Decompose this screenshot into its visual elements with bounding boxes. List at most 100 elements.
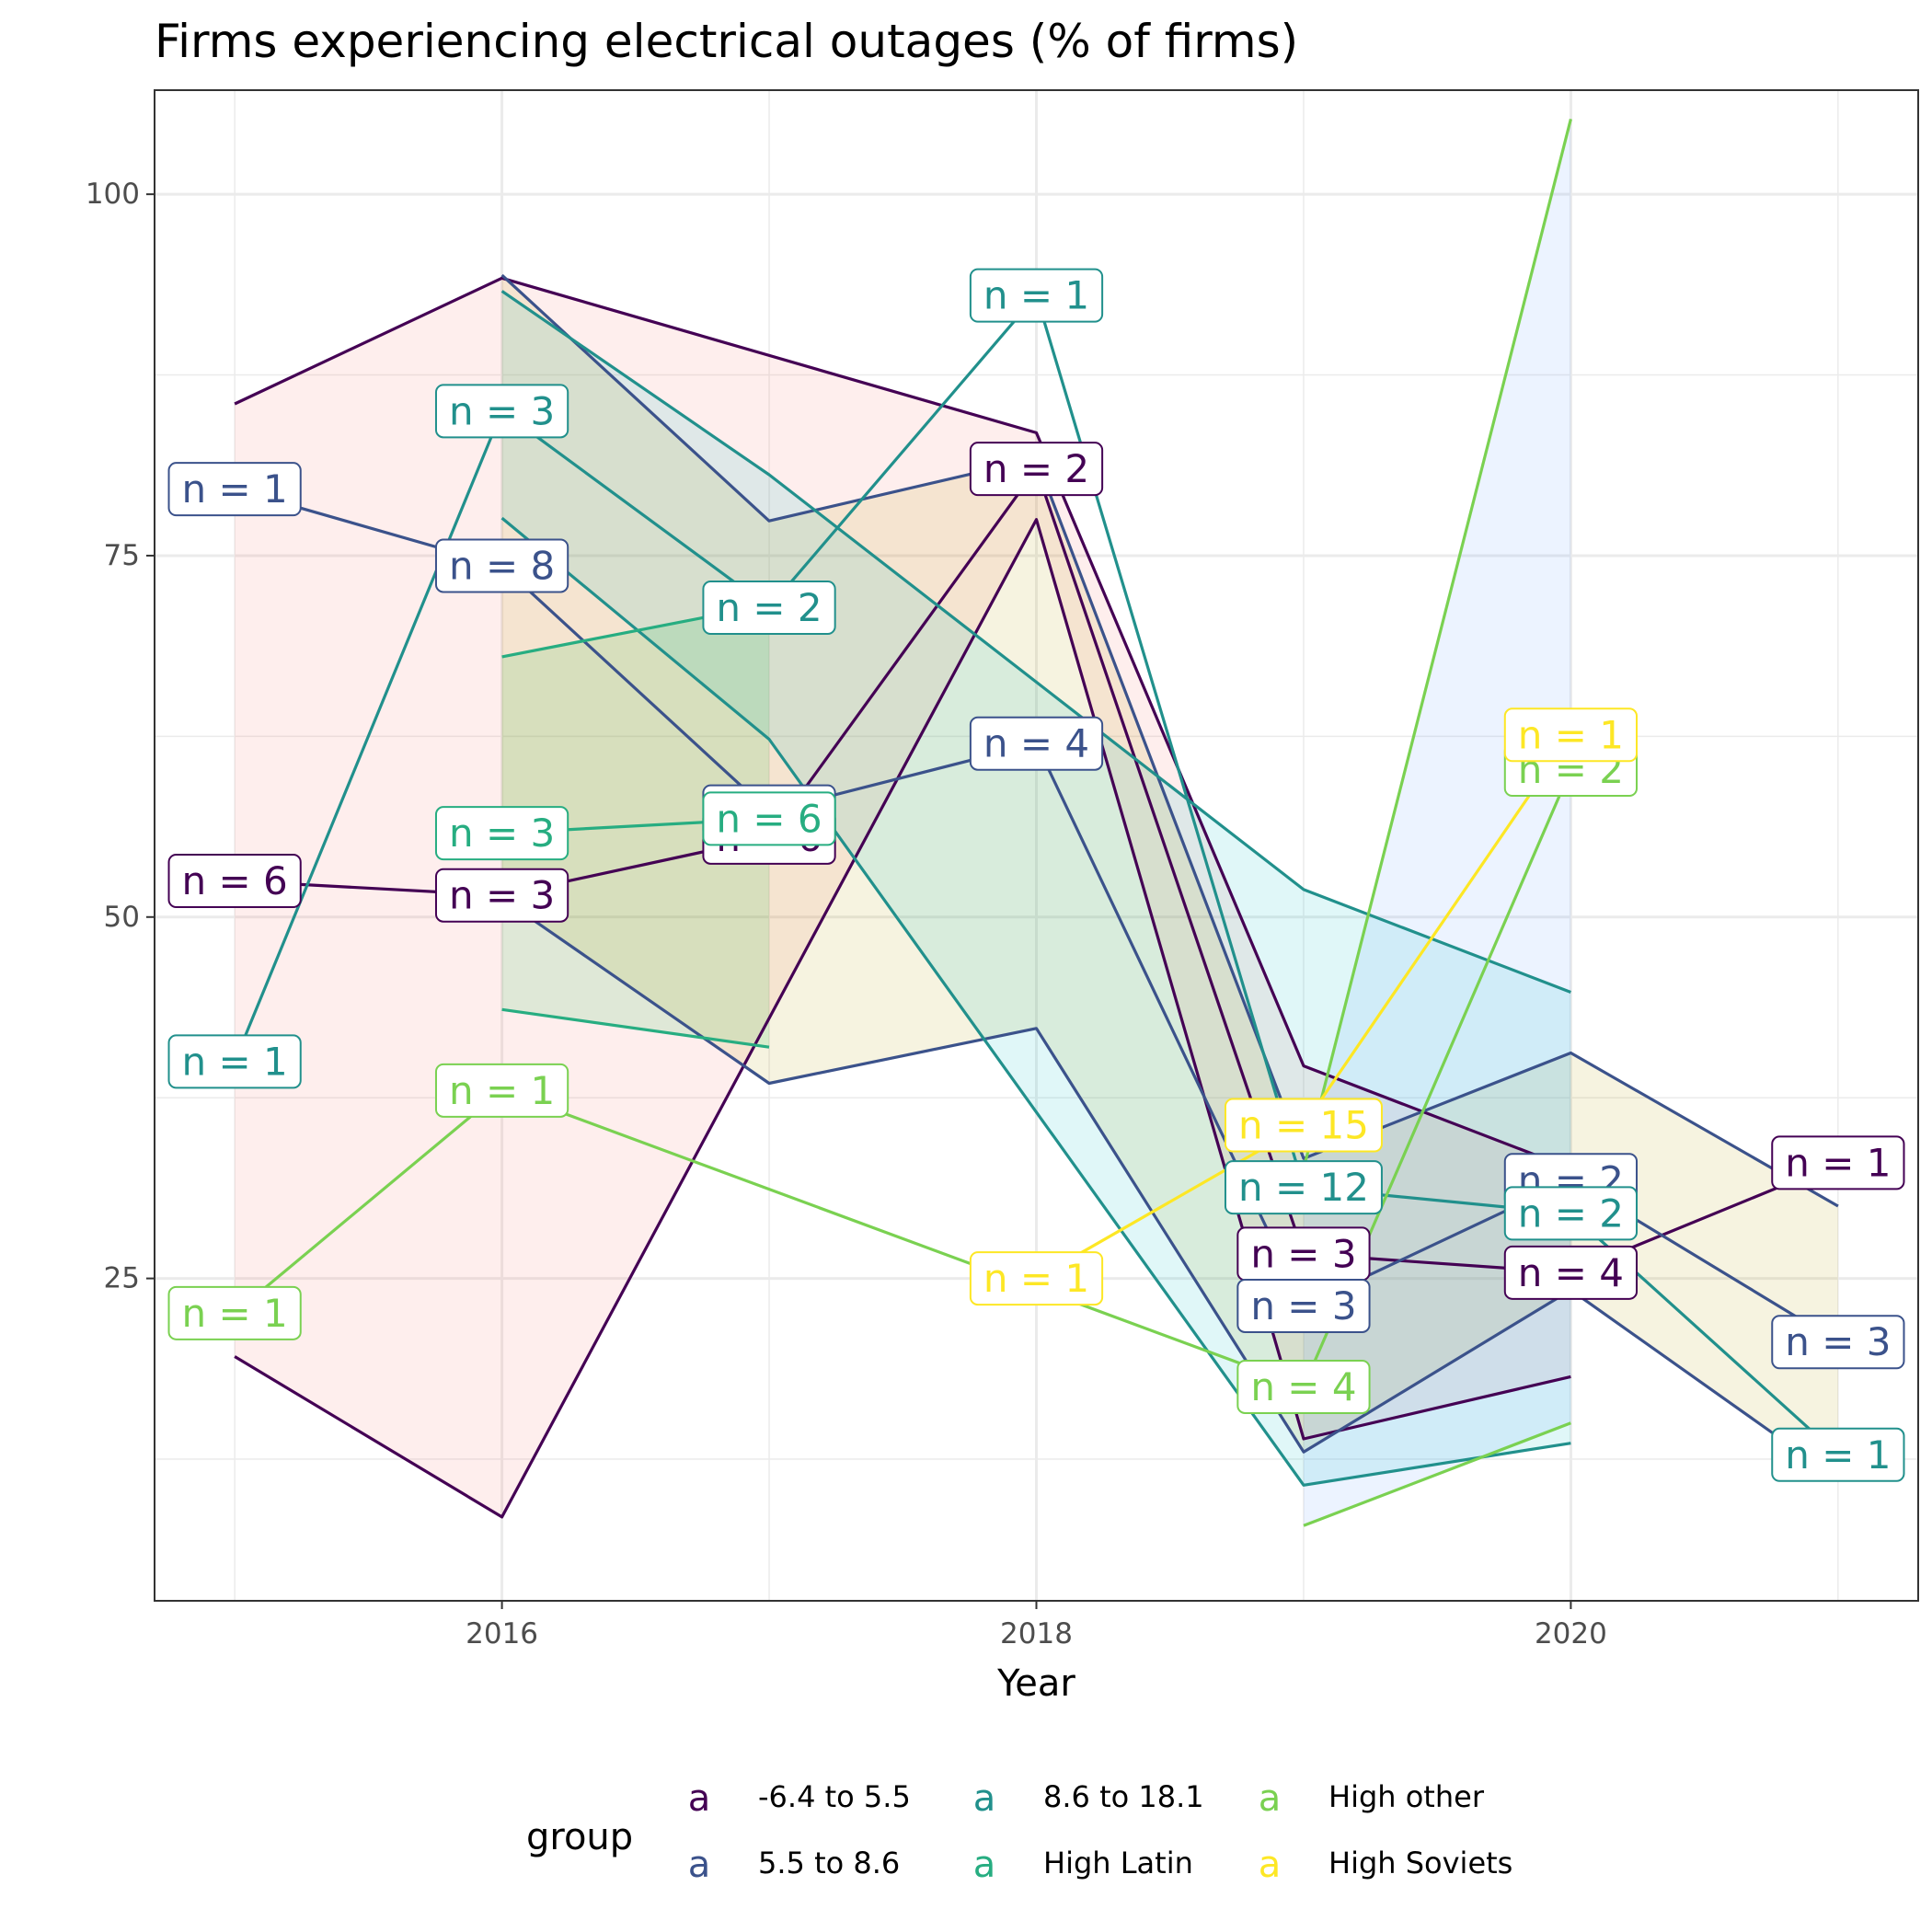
point-label-box xyxy=(1224,1160,1383,1215)
point-label-6-4-to-5-5: n = 1 xyxy=(1771,1135,1905,1190)
point-label-box xyxy=(1503,1245,1639,1300)
point-label-text: n = 8 xyxy=(449,543,555,588)
point-label-6-4-to-5-5: n = 3 xyxy=(1236,1226,1371,1282)
legend-key-5-5-to-8-6: a xyxy=(688,1844,711,1886)
point-label-box xyxy=(1236,1278,1371,1333)
point-label-box xyxy=(434,384,569,439)
point-label-box xyxy=(434,868,569,923)
point-label-box xyxy=(434,1063,569,1118)
legend-key-high-other: a xyxy=(1259,1777,1282,1820)
point-label-high-other: n = 1 xyxy=(167,1285,302,1340)
point-label-box xyxy=(702,581,836,636)
label-layer: n = 6 n = 3 n = 6 n = 2 n = 3 n = 4 n = 1 n = 1… xyxy=(167,268,1905,1482)
legend-label-8-6-to-18-1: 8.6 to 18.1 xyxy=(1043,1779,1204,1814)
point-label-text: n = 12 xyxy=(1238,1165,1369,1210)
point-label-text: n = 3 xyxy=(1250,1283,1356,1328)
x-tick-label: 2020 xyxy=(1535,1617,1607,1650)
point-label-box xyxy=(1771,1135,1905,1190)
point-label-box xyxy=(1771,1427,1905,1482)
series-line-high-other xyxy=(234,768,1572,1389)
point-label-high-other: n = 1 xyxy=(434,1063,569,1118)
point-label-box xyxy=(1771,1315,1905,1370)
legend-key-6-4-to-5-5: a xyxy=(688,1777,711,1820)
point-label-5-5-to-8-6: n = 3 xyxy=(1236,1278,1371,1333)
point-label-box xyxy=(1503,1186,1639,1241)
point-label-text: n = 3 xyxy=(1250,1231,1356,1276)
point-label-high-soviets: n = 1 xyxy=(1503,707,1639,763)
x-tick-label: 2016 xyxy=(466,1617,538,1650)
chart-title: Firms experiencing electrical outages (%… xyxy=(155,15,1298,68)
legend-key-high-latin: a xyxy=(973,1844,996,1886)
point-label-6-4-to-5-5: n = 3 xyxy=(434,868,569,923)
point-label-text: n = 1 xyxy=(182,466,288,512)
point-label-8-6-to-18-1: n = 2 xyxy=(702,581,836,636)
point-label-box xyxy=(969,716,1104,771)
legend-label-high-latin: High Latin xyxy=(1043,1846,1193,1880)
point-label-box xyxy=(167,1285,302,1340)
point-label-text: n = 2 xyxy=(1518,1190,1624,1236)
legend-label-5-5-to-8-6: 5.5 to 8.6 xyxy=(758,1846,900,1880)
point-label-box xyxy=(1503,707,1639,763)
point-label-text: n = 15 xyxy=(1238,1103,1369,1148)
point-label-text: n = 6 xyxy=(716,796,822,841)
point-label-text: n = 2 xyxy=(983,446,1089,491)
y-tick-label: 25 xyxy=(104,1262,140,1295)
upper-line-high-other xyxy=(1302,119,1572,1169)
upper-line-6-4-to-5-5 xyxy=(234,276,1571,1170)
point-label-8-6-to-18-1: n = 3 xyxy=(434,384,569,439)
legend: group a -6.4 to 5.5 a 5.5 to 8.6 a 8.6 to 18.… xyxy=(526,1777,1512,1886)
point-label-high-latin: n = 3 xyxy=(434,806,569,861)
point-label-8-6-to-18-1: n = 2 xyxy=(1503,1186,1639,1241)
point-label-5-5-to-8-6: n = 1 xyxy=(167,462,302,517)
point-label-5-5-to-8-6: n = 3 xyxy=(1771,1315,1905,1370)
y-tick-label: 100 xyxy=(86,178,140,211)
lower-line-high-latin xyxy=(501,1007,770,1049)
upper-line-5-5-to-8-6 xyxy=(500,273,1839,1208)
legend-label-high-soviets: High Soviets xyxy=(1328,1846,1512,1880)
point-label-box xyxy=(969,442,1104,497)
axis-layer: 25 50 75 100 2016 2018 2020 xyxy=(86,178,1607,1650)
point-label-high-other: n = 4 xyxy=(1236,1359,1371,1414)
point-label-high-soviets: n = 15 xyxy=(1224,1098,1383,1153)
point-label-6-4-to-5-5: n = 6 xyxy=(167,853,302,908)
point-label-5-5-to-8-6: n = 8 xyxy=(434,538,569,593)
point-label-text: n = 1 xyxy=(449,1068,555,1113)
point-label-8-6-to-18-1: n = 1 xyxy=(969,268,1104,323)
lower-line-5-5-to-8-6 xyxy=(500,897,1839,1481)
point-label-box xyxy=(969,1251,1104,1306)
point-label-box xyxy=(1236,1359,1371,1414)
point-label-text: n = 3 xyxy=(1785,1319,1891,1364)
point-label-text: n = 1 xyxy=(1785,1432,1891,1478)
point-label-box xyxy=(167,462,302,517)
point-label-box xyxy=(434,806,569,861)
point-label-box xyxy=(1224,1098,1383,1153)
point-label-box xyxy=(702,791,836,846)
point-label-text: n = 1 xyxy=(182,1039,288,1084)
point-label-text: n = 4 xyxy=(983,721,1089,766)
point-label-box xyxy=(167,853,302,908)
upper-line-8-6-to-18-1 xyxy=(500,290,1571,994)
point-label-text: n = 3 xyxy=(449,388,555,433)
point-label-text: n = 3 xyxy=(449,811,555,856)
point-label-box xyxy=(434,538,569,593)
x-axis-title: Year xyxy=(996,1662,1075,1705)
point-label-text: n = 1 xyxy=(182,1291,288,1336)
point-label-8-6-to-18-1: n = 1 xyxy=(167,1034,302,1089)
point-label-text: n = 3 xyxy=(449,873,555,918)
point-label-text: n = 4 xyxy=(1518,1250,1624,1295)
point-label-high-soviets: n = 1 xyxy=(969,1251,1104,1306)
point-label-text: n = 2 xyxy=(716,585,822,630)
point-label-box xyxy=(167,1034,302,1089)
point-label-8-6-to-18-1: n = 12 xyxy=(1224,1160,1383,1215)
legend-key-high-soviets: a xyxy=(1259,1844,1282,1886)
point-label-text: n = 6 xyxy=(182,858,288,903)
point-label-box xyxy=(969,268,1104,323)
point-label-text: n = 1 xyxy=(983,1256,1089,1301)
lower-line-6-4-to-5-5 xyxy=(234,518,1571,1519)
legend-title: group xyxy=(526,1816,633,1858)
point-label-8-6-to-18-1: n = 1 xyxy=(1771,1427,1905,1482)
point-label-high-latin: n = 6 xyxy=(702,791,836,846)
point-label-text: n = 1 xyxy=(1785,1140,1891,1185)
